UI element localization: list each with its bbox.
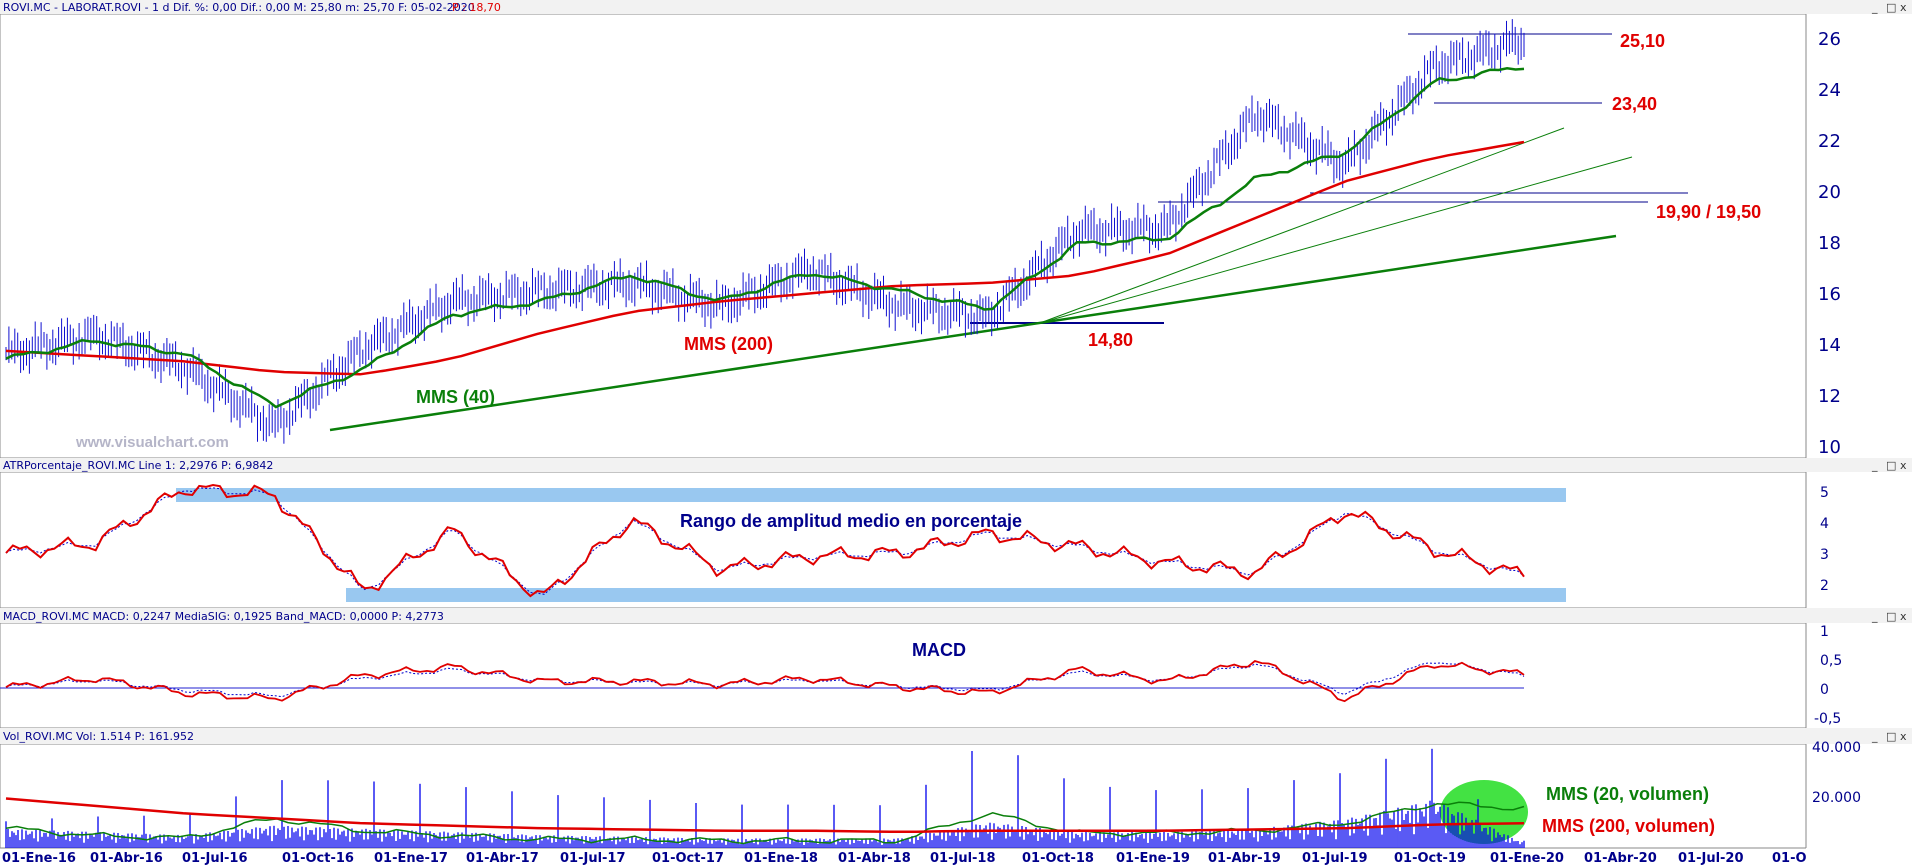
atr-y-tick: 3 bbox=[1820, 547, 1829, 563]
price-y-tick: 26 bbox=[1818, 29, 1841, 50]
x-tick: 01-Jul-16 bbox=[182, 851, 248, 866]
x-tick: 01-Oct-18 bbox=[1022, 851, 1094, 866]
x-tick: 01-O bbox=[1772, 851, 1807, 866]
annotation-mms200: MMS (200) bbox=[684, 334, 773, 354]
macd-header-bar bbox=[0, 608, 1912, 623]
close-button[interactable]: x bbox=[1900, 610, 1907, 623]
price-y-tick: 10 bbox=[1818, 437, 1841, 458]
atr-window-buttons: _ □ x bbox=[1871, 459, 1907, 472]
watermark: www.visualchart.com bbox=[75, 434, 229, 451]
macd-header: MACD_ROVI.MC MACD: 0,2247 MediaSIG: 0,19… bbox=[3, 610, 444, 623]
annotation-25-10: 25,10 bbox=[1620, 31, 1665, 51]
maximize-button[interactable]: □ bbox=[1886, 610, 1896, 623]
x-tick: 01-Abr-18 bbox=[838, 851, 911, 866]
x-tick: 01-Jul-18 bbox=[930, 851, 996, 866]
x-tick: 01-Oct-19 bbox=[1394, 851, 1466, 866]
macd-window-buttons: _ □ x bbox=[1871, 610, 1907, 623]
trendline-secondary-2 bbox=[1039, 156, 1633, 324]
mms40-line bbox=[5, 67, 1525, 409]
atr-signal-line bbox=[5, 487, 1525, 595]
price-y-tick: 20 bbox=[1818, 182, 1841, 203]
volume-header-bar bbox=[0, 728, 1912, 744]
annotation-14-80: 14,80 bbox=[1088, 330, 1133, 350]
atr-y-tick: 5 bbox=[1820, 485, 1829, 501]
macd-y-tick: -0,5 bbox=[1814, 711, 1841, 727]
price-header-p: P : 18,70 bbox=[452, 1, 501, 14]
atr-line bbox=[5, 483, 1525, 598]
vol-mms200-line bbox=[5, 797, 1525, 834]
minimize-button[interactable]: _ bbox=[1871, 610, 1878, 623]
maximize-button[interactable]: □ bbox=[1886, 1, 1896, 14]
price-y-tick: 24 bbox=[1818, 80, 1841, 101]
price-header: ROVI.MC - LABORAT.ROVI - 1 d Dif. %: 0,0… bbox=[3, 1, 475, 14]
atr-title: Rango de amplitud medio en porcentaje bbox=[680, 511, 1022, 531]
x-tick: 01-Ene-18 bbox=[744, 851, 818, 866]
x-axis-bar bbox=[0, 848, 1912, 867]
macd-y-axis: 1 0,5 0 -0,5 bbox=[1814, 624, 1842, 727]
volume-window-buttons: _ □ x bbox=[1871, 730, 1907, 743]
price-y-tick: 22 bbox=[1818, 131, 1841, 152]
minimize-button[interactable]: _ bbox=[1871, 1, 1878, 14]
macd-y-tick: 0 bbox=[1820, 682, 1829, 698]
x-tick: 01-Jul-20 bbox=[1678, 851, 1744, 866]
annotation-vol-mms20: MMS (20, volumen) bbox=[1546, 784, 1709, 804]
annotation-vol-mms200: MMS (200, volumen) bbox=[1542, 816, 1715, 836]
annotation-23-40: 23,40 bbox=[1612, 94, 1657, 114]
volume-y-axis: 40.000 20.000 bbox=[1812, 740, 1861, 806]
x-tick: 01-Ene-17 bbox=[374, 851, 448, 866]
maximize-button[interactable]: □ bbox=[1886, 459, 1896, 472]
price-y-tick: 12 bbox=[1818, 386, 1841, 407]
volume-bars bbox=[5, 748, 1525, 848]
minimize-button[interactable]: _ bbox=[1871, 459, 1878, 472]
vol-mms20-line bbox=[5, 801, 1525, 845]
trendline-secondary-1 bbox=[1039, 127, 1565, 324]
close-button[interactable]: x bbox=[1900, 1, 1907, 14]
price-y-axis: 26 24 22 20 18 16 14 12 10 bbox=[1818, 29, 1841, 458]
x-tick: 01-Jul-17 bbox=[560, 851, 626, 866]
macd-panel-frame bbox=[0, 622, 1807, 729]
macd-y-tick: 0,5 bbox=[1820, 653, 1842, 669]
atr-header: ATRPorcentaje_ROVI.MC Line 1: 2,2976 P: … bbox=[3, 459, 273, 472]
atr-header-bar bbox=[0, 458, 1912, 472]
macd-title: MACD bbox=[912, 640, 966, 660]
mms200-line bbox=[5, 140, 1525, 376]
volume-header: Vol_ROVI.MC Vol: 1.514 P: 161.952 bbox=[3, 730, 194, 743]
price-y-tick: 16 bbox=[1818, 284, 1841, 305]
x-tick: 01-Oct-16 bbox=[282, 851, 354, 866]
macd-y-tick: 1 bbox=[1820, 624, 1829, 640]
x-tick: 01-Abr-17 bbox=[466, 851, 539, 866]
x-tick: 01-Oct-17 bbox=[652, 851, 724, 866]
close-button[interactable]: x bbox=[1900, 459, 1907, 472]
annotation-19-90-19-50: 19,90 / 19,50 bbox=[1656, 202, 1761, 222]
volume-y-tick: 40.000 bbox=[1812, 740, 1861, 756]
x-tick: 01-Ene-20 bbox=[1490, 851, 1564, 866]
x-tick: 01-Jul-19 bbox=[1302, 851, 1368, 866]
price-panel-frame bbox=[0, 13, 1807, 459]
price-y-tick: 14 bbox=[1818, 335, 1841, 356]
annotation-mms40: MMS (40) bbox=[416, 387, 495, 407]
atr-y-tick: 2 bbox=[1820, 578, 1829, 594]
price-levels bbox=[329, 33, 1688, 432]
atr-y-tick: 4 bbox=[1820, 516, 1829, 532]
atr-y-axis: 5 4 3 2 bbox=[1820, 485, 1829, 594]
price-y-tick: 18 bbox=[1818, 233, 1841, 254]
x-tick: 01-Ene-16 bbox=[2, 851, 76, 866]
x-tick: 01-Ene-19 bbox=[1116, 851, 1190, 866]
x-axis: 01-Ene-16 01-Abr-16 01-Jul-16 01-Oct-16 … bbox=[2, 851, 1807, 866]
minimize-button[interactable]: _ bbox=[1871, 730, 1878, 743]
x-tick: 01-Abr-19 bbox=[1208, 851, 1281, 866]
x-tick: 01-Abr-16 bbox=[90, 851, 163, 866]
maximize-button[interactable]: □ bbox=[1886, 730, 1896, 743]
x-tick: 01-Abr-20 bbox=[1584, 851, 1657, 866]
price-header-bar bbox=[0, 0, 1912, 14]
trendline-main bbox=[329, 234, 1617, 432]
volume-y-tick: 20.000 bbox=[1812, 790, 1861, 806]
atr-upper-band bbox=[176, 488, 1566, 502]
atr-lower-band bbox=[346, 588, 1566, 602]
macd-line bbox=[5, 659, 1525, 703]
price-window-buttons: _ □ x bbox=[1871, 1, 1907, 14]
close-button[interactable]: x bbox=[1900, 730, 1907, 743]
